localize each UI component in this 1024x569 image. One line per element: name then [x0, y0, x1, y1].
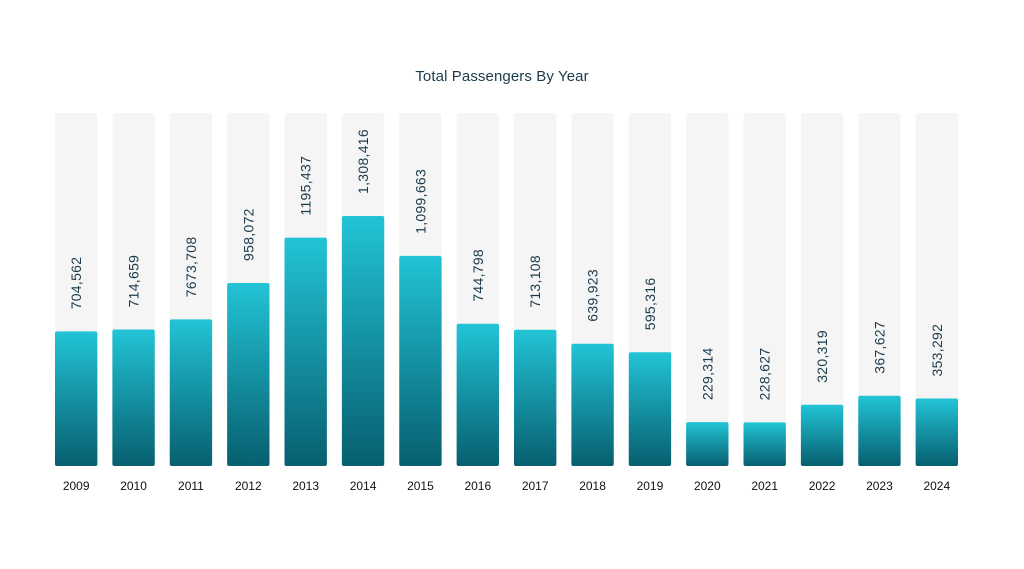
bar-2011 — [169, 319, 213, 466]
bar-2017 — [514, 329, 557, 466]
bar-2016 — [456, 323, 499, 466]
value-label: 713,108 — [527, 255, 543, 308]
value-label: 367,627 — [871, 321, 887, 374]
value-labels: 704,562 714,659 7673,708 958,072 1195,437 1,3… — [68, 129, 945, 400]
value-label: 714,659 — [126, 255, 142, 308]
bar-2023 — [858, 395, 901, 466]
bar-2019 — [628, 352, 672, 466]
x-axis-tick-labels: 2009 2010 2011 2012 2013 2014 2015 2016 2017 2018… — [63, 479, 951, 493]
bar-2014 — [341, 216, 385, 466]
x-tick-label: 2015 — [407, 479, 434, 493]
value-label: 228,627 — [757, 348, 773, 401]
x-tick-label: 2019 — [637, 479, 664, 493]
x-tick-label: 2018 — [579, 479, 606, 493]
x-tick-label: 2010 — [120, 479, 147, 493]
value-label: 704,562 — [68, 257, 84, 310]
x-tick-label: 2020 — [694, 479, 721, 493]
bar-2021 — [743, 422, 786, 466]
value-label: 229,314 — [699, 347, 715, 400]
x-tick-label: 2014 — [350, 479, 377, 493]
x-tick-label: 2011 — [178, 479, 204, 493]
value-label: 595,316 — [642, 278, 658, 331]
chart-title: Total Passengers By Year — [415, 68, 589, 85]
bar-2024 — [915, 398, 958, 466]
x-tick-label: 2022 — [809, 479, 836, 493]
bars — [55, 216, 958, 466]
bar-track — [686, 113, 729, 466]
bar-track — [858, 113, 901, 466]
x-tick-label: 2024 — [923, 479, 950, 493]
x-tick-label: 2016 — [464, 479, 491, 493]
value-label: 1,099,663 — [412, 169, 428, 234]
bar-2009 — [55, 331, 98, 466]
value-label: 958,072 — [240, 208, 256, 261]
bar-2015 — [399, 255, 442, 466]
bar-track — [743, 113, 786, 466]
value-label: 744,798 — [470, 249, 486, 302]
bar-2010 — [112, 329, 155, 466]
value-label: 1,308,416 — [355, 129, 371, 194]
x-tick-label: 2009 — [63, 479, 90, 493]
value-label: 639,923 — [585, 269, 601, 322]
bar-track — [915, 113, 958, 466]
value-label: 353,292 — [929, 324, 945, 377]
value-label: 320,319 — [814, 330, 830, 383]
x-tick-label: 2021 — [751, 479, 778, 493]
bar-2018 — [571, 343, 614, 466]
x-tick-label: 2013 — [292, 479, 319, 493]
bar-track — [800, 113, 844, 466]
x-tick-label: 2012 — [235, 479, 262, 493]
bar-2022 — [800, 404, 844, 466]
x-tick-label: 2017 — [522, 479, 549, 493]
value-label: 7673,708 — [183, 237, 199, 298]
bar-2020 — [686, 422, 729, 466]
bar-2012 — [227, 282, 270, 466]
x-tick-label: 2023 — [866, 479, 893, 493]
bar-2013 — [284, 237, 327, 466]
value-label: 1195,437 — [298, 156, 314, 216]
